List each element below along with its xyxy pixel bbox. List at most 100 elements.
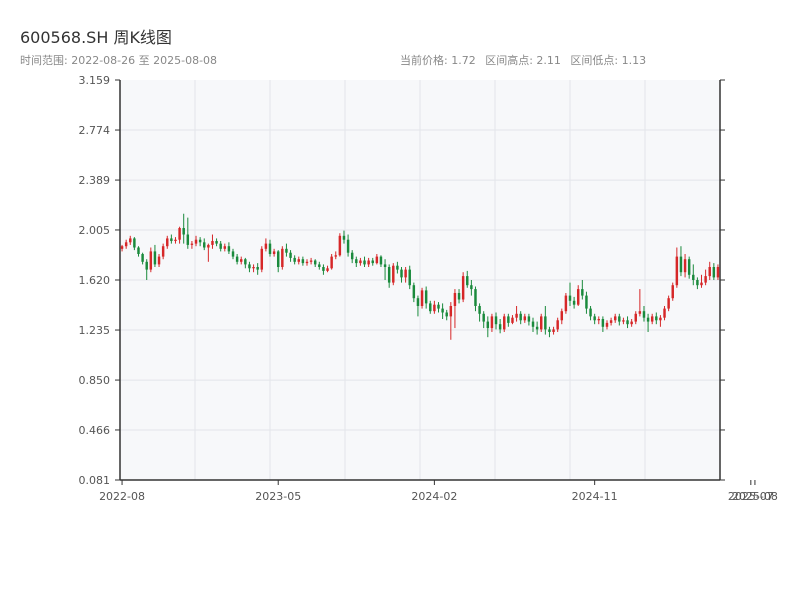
candle-down (424, 286, 428, 309)
candle-body (207, 244, 210, 248)
axes: 0.081 0.466 0.850 1.235 1.620 2.005 2.389 2.774… (79, 74, 778, 503)
candle-body (186, 234, 190, 245)
candle-body (157, 256, 161, 265)
candle-up (404, 267, 407, 283)
candle-down (133, 237, 136, 251)
candle-down (441, 303, 444, 319)
candle-down (170, 234, 173, 244)
candle-body (190, 243, 194, 245)
price-stats: 当前价格: 1.72 区间高点: 2.11 区间低点: 1.13 (400, 52, 652, 68)
candle-body (589, 308, 592, 317)
candle-down (313, 259, 317, 268)
candle-up (605, 320, 609, 330)
candle-body (137, 247, 140, 255)
candle-up (157, 254, 161, 268)
candle-up (272, 248, 276, 257)
candle-down (350, 250, 354, 264)
candle-down (145, 259, 148, 280)
y-tick-label: 2.389 (79, 174, 111, 187)
y-tick-label: 0.466 (79, 424, 111, 437)
candle-body (149, 251, 153, 270)
candle-down (585, 291, 588, 314)
candle-up (240, 256, 243, 265)
candle-down (437, 302, 440, 313)
candle-down (527, 313, 531, 326)
candle-up (634, 311, 637, 325)
y-tick-label: 0.081 (79, 474, 111, 487)
candle-body (264, 243, 268, 249)
candle-up (622, 317, 625, 325)
candle-body (281, 248, 284, 268)
candle-body (494, 316, 498, 325)
candle-down (256, 263, 259, 275)
candle-down (248, 261, 251, 273)
candle-up (129, 235, 132, 245)
range-low-label: 区间低点: 1.13 (570, 54, 647, 67)
candle-body (408, 269, 411, 286)
candle-body (371, 260, 374, 264)
candle-down (535, 321, 539, 335)
candle-up (375, 254, 379, 265)
candle-body (178, 228, 181, 240)
candle-body (572, 300, 576, 305)
candle-body (626, 320, 629, 325)
candle-up (178, 226, 181, 244)
candle-body (194, 239, 198, 244)
candle-body (424, 290, 428, 304)
candle-up (166, 235, 169, 249)
candle-down (618, 313, 621, 326)
x-tick-label: 2023-05 (255, 490, 301, 503)
candle-body (433, 304, 436, 312)
candle-body (334, 255, 337, 257)
candle-body (646, 317, 650, 322)
candle-up (576, 285, 580, 306)
candle-down (589, 305, 592, 321)
candle-down (593, 313, 596, 325)
candle-body (437, 304, 440, 309)
candle-up (124, 239, 128, 249)
candle-body (215, 241, 218, 244)
candle-body (655, 316, 658, 321)
candle-down (679, 246, 683, 277)
candle-down (531, 317, 535, 332)
candle-down (371, 257, 374, 266)
candle-body (564, 295, 568, 312)
candle-up (523, 313, 527, 323)
candle-up (560, 308, 564, 325)
candle-up (503, 313, 506, 332)
candle-up (392, 263, 395, 286)
candle-body (613, 316, 617, 321)
candle-body (704, 276, 707, 283)
candle-body (498, 324, 502, 330)
candle-down (215, 238, 218, 247)
candle-up (700, 274, 703, 288)
candle-down (457, 289, 461, 304)
candle-down (379, 255, 383, 268)
candle-up (708, 261, 711, 280)
candle-body (248, 264, 251, 269)
candle-body (605, 322, 609, 327)
candle-up (490, 313, 494, 332)
candles (120, 213, 720, 340)
candle-down (581, 280, 584, 300)
candle-down (626, 316, 629, 329)
current-price-label: 当前价格: 1.72 (400, 54, 476, 67)
candle-down (519, 311, 522, 325)
candle-body (671, 285, 674, 299)
candle-down (355, 256, 358, 268)
candle-down (568, 282, 572, 306)
candle-down (478, 303, 481, 322)
candle-body (708, 267, 711, 277)
candle-body (679, 256, 683, 273)
candle-up (671, 282, 674, 301)
candle-down (342, 230, 346, 244)
candle-body (350, 252, 354, 260)
candle-body (659, 317, 662, 321)
candle-body (330, 256, 333, 269)
y-tick-label: 1.235 (79, 324, 111, 337)
candle-body (272, 251, 276, 255)
candle-body (470, 285, 473, 290)
candle-up (223, 243, 227, 252)
candle-up (359, 257, 362, 266)
